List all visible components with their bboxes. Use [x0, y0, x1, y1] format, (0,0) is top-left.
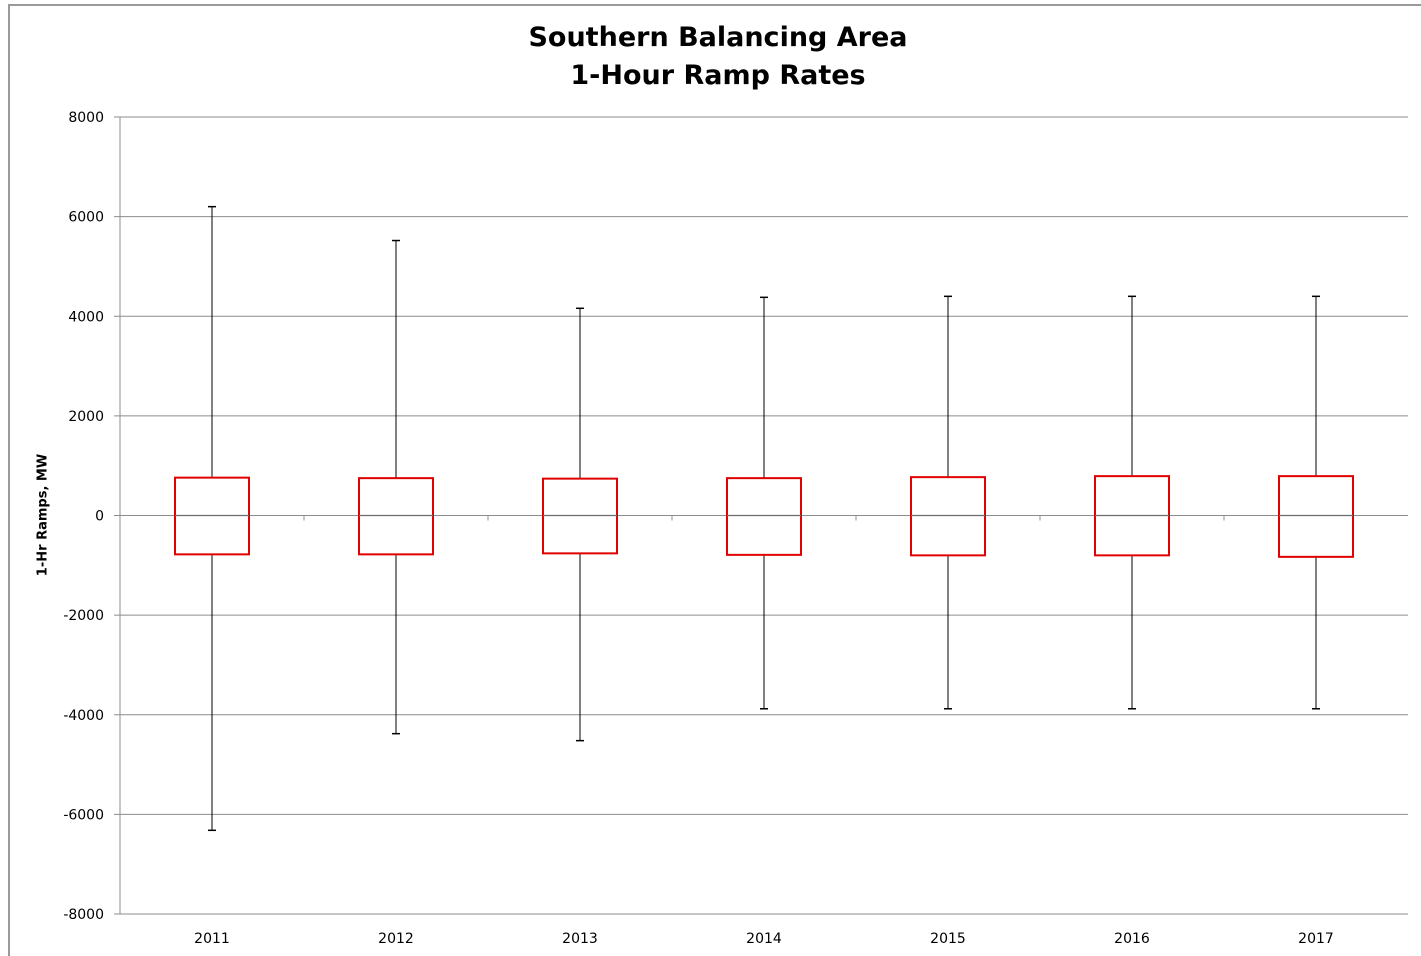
y-tick-label: 8000: [68, 110, 104, 126]
box-2012: [358, 477, 434, 556]
box-2017: [1278, 475, 1354, 558]
y-tick-label: -4000: [63, 708, 104, 724]
chart-subtitle: 1-Hour Ramp Rates: [570, 60, 866, 91]
x-tick-label: 2014: [746, 931, 782, 947]
x-tick-label: 2015: [930, 931, 966, 947]
y-tick-label: 6000: [68, 210, 104, 226]
y-tick-label: 4000: [68, 309, 104, 325]
y-tick-label: -6000: [63, 807, 104, 823]
y-tick-label: -2000: [63, 608, 104, 624]
x-tick-label: 2016: [1114, 931, 1150, 947]
y-tick-label: -8000: [63, 907, 104, 923]
x-tick-label: 2011: [194, 931, 230, 947]
box-2015: [910, 476, 986, 557]
y-tick-label: 2000: [68, 409, 104, 425]
x-tick-label: 2017: [1298, 931, 1334, 947]
x-tick-label: 2013: [562, 931, 598, 947]
x-tick-label: 2012: [378, 931, 414, 947]
box-2014: [726, 477, 802, 556]
y-tick-label: 0: [95, 509, 104, 525]
chart-title: Southern Balancing Area: [528, 22, 908, 53]
